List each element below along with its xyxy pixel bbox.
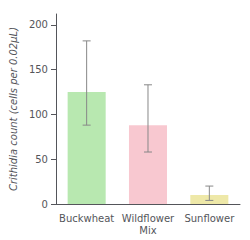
svg-text:0: 0 bbox=[42, 199, 48, 210]
svg-text:Crithidia count (cells per 0.0: Crithidia count (cells per 0.02µL) bbox=[8, 27, 19, 191]
svg-text:Wildflower: Wildflower bbox=[122, 213, 175, 224]
svg-text:50: 50 bbox=[35, 154, 48, 165]
svg-text:150: 150 bbox=[29, 64, 48, 75]
svg-text:Sunflower: Sunflower bbox=[184, 213, 235, 224]
svg-text:100: 100 bbox=[29, 109, 48, 120]
svg-text:Buckwheat: Buckwheat bbox=[59, 213, 114, 224]
svg-text:200: 200 bbox=[29, 19, 48, 30]
svg-text:Mix: Mix bbox=[139, 225, 156, 236]
